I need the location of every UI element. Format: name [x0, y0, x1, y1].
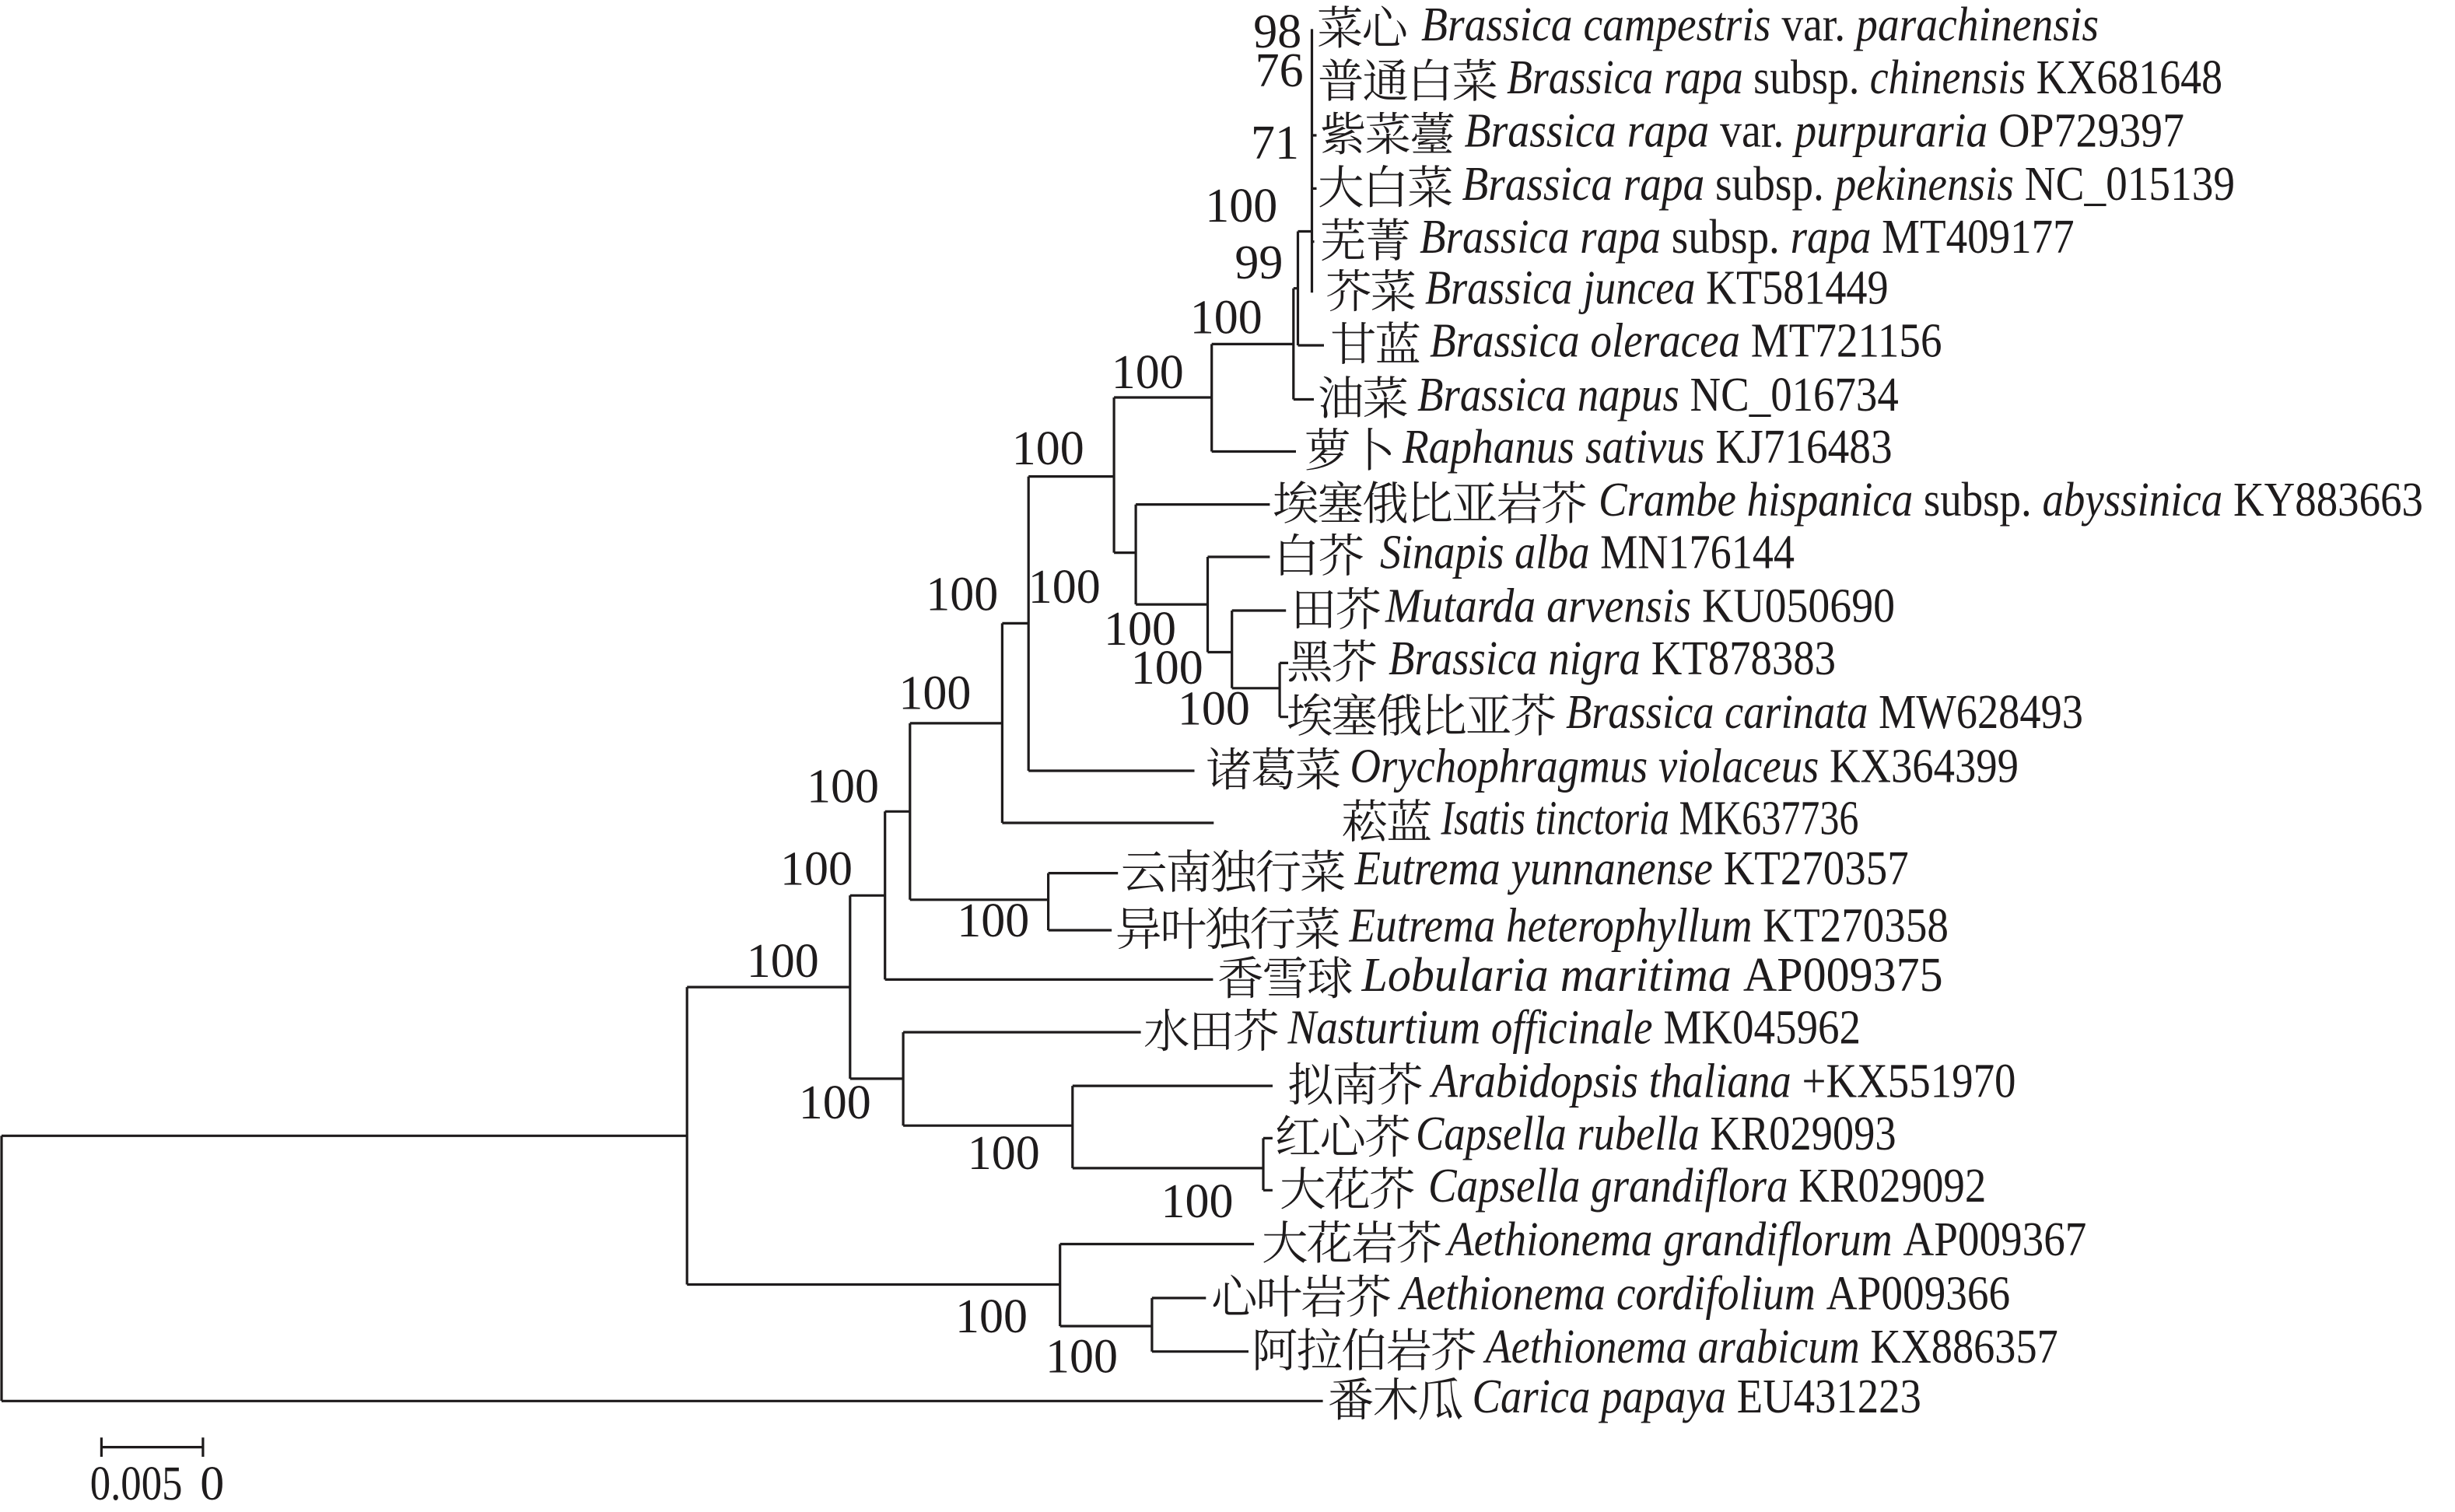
svg-text:100: 100 — [955, 1290, 1028, 1343]
svg-text:100: 100 — [1012, 422, 1084, 475]
svg-text:Brassica campestris var. parac: Brassica campestris var. parachinensis — [1421, 0, 2099, 51]
svg-text:Raphanus sativus KJ716483: Raphanus sativus KJ716483 — [1402, 421, 1892, 474]
svg-text:100: 100 — [1104, 603, 1176, 656]
svg-text:100: 100 — [968, 1127, 1040, 1180]
svg-text:Brassica oleracea MT721156: Brassica oleracea MT721156 — [1430, 315, 1942, 368]
svg-text:Brassica rapa subsp. rapa MT40: Brassica rapa subsp. rapa MT409177 — [1420, 211, 2075, 264]
svg-text:Brassica rapa subsp. pekinensi: Brassica rapa subsp. pekinensis NC_01513… — [1462, 158, 2236, 211]
svg-text:Crambe hispanica subsp. abyssi: Crambe hispanica subsp. abyssinica KY883… — [1599, 474, 2423, 527]
svg-text:Brassica rapa subsp. chinensis: Brassica rapa subsp. chinensis KX681648 — [1507, 51, 2222, 104]
svg-text:100: 100 — [1178, 683, 1250, 736]
svg-text:Orychophragmus violaceus KX364: Orychophragmus violaceus KX364399 — [1350, 740, 2019, 793]
svg-text:Aethionema grandiflorum AP0093: Aethionema grandiflorum AP009367 — [1445, 1213, 2086, 1266]
svg-text:Brassica rapa var. purpuraria: Brassica rapa var. purpuraria OP729397 — [1465, 105, 2185, 158]
svg-text:100: 100 — [957, 894, 1029, 947]
svg-text:100: 100 — [1028, 561, 1101, 614]
svg-text:Brassica carinata MW628493: Brassica carinata MW628493 — [1566, 686, 2083, 739]
svg-text:Capsella rubella KR029093: Capsella rubella KR029093 — [1416, 1108, 1896, 1160]
svg-text:98: 98 — [1253, 5, 1301, 58]
svg-text:0.005: 0.005 — [90, 1458, 183, 1510]
svg-text:Arabidopsis thaliana +KX551970: Arabidopsis thaliana +KX551970 — [1429, 1055, 2016, 1108]
svg-text:Lobularia maritima AP009375: Lobularia maritima AP009375 — [1361, 949, 1943, 1002]
svg-text:100: 100 — [1205, 180, 1277, 233]
svg-text:Brassica napus NC_016734: Brassica napus NC_016734 — [1417, 369, 1899, 422]
svg-text:100: 100 — [807, 761, 879, 814]
svg-text:76: 76 — [1256, 44, 1304, 97]
svg-text:Brassica juncea KT581449: Brassica juncea KT581449 — [1425, 262, 1889, 315]
svg-text:0: 0 — [200, 1458, 224, 1510]
svg-text:Capsella grandiflora KR029092: Capsella grandiflora KR029092 — [1428, 1160, 1986, 1213]
svg-text:100: 100 — [1045, 1331, 1118, 1384]
svg-text:100: 100 — [1131, 642, 1203, 695]
svg-text:Aethionema cordifolium AP00936: Aethionema cordifolium AP009366 — [1397, 1267, 2010, 1320]
svg-text:Aethionema arabicum KX886357: Aethionema arabicum KX886357 — [1483, 1321, 2058, 1374]
svg-text:100: 100 — [898, 667, 971, 720]
svg-text:Nasturtium officinale MK045962: Nasturtium officinale MK045962 — [1287, 1002, 1861, 1055]
svg-text:Carica papaya EU431223: Carica papaya EU431223 — [1473, 1370, 1921, 1423]
svg-text:100: 100 — [799, 1076, 871, 1129]
svg-text:Isatis tinctoria MK637736: Isatis tinctoria MK637736 — [1441, 793, 1859, 845]
svg-text:Eutrema heterophyllum KT270358: Eutrema heterophyllum KT270358 — [1349, 900, 1949, 953]
svg-text:100: 100 — [1190, 292, 1263, 345]
svg-text:Brassica nigra KT878383: Brassica nigra KT878383 — [1389, 632, 1836, 685]
svg-text:Mutarda arvensis KU050690: Mutarda arvensis KU050690 — [1385, 580, 1895, 633]
svg-text:Sinapis alba MN176144: Sinapis alba MN176144 — [1380, 527, 1795, 579]
svg-text:100: 100 — [747, 935, 819, 988]
svg-text:99: 99 — [1235, 236, 1283, 289]
svg-text:100: 100 — [780, 843, 853, 896]
svg-text:Eutrema yunnanense KT270357: Eutrema yunnanense KT270357 — [1354, 842, 1909, 895]
svg-text:71: 71 — [1251, 117, 1299, 170]
svg-text:100: 100 — [926, 569, 998, 621]
svg-text:100: 100 — [1161, 1175, 1234, 1228]
svg-text:100: 100 — [1112, 346, 1184, 399]
